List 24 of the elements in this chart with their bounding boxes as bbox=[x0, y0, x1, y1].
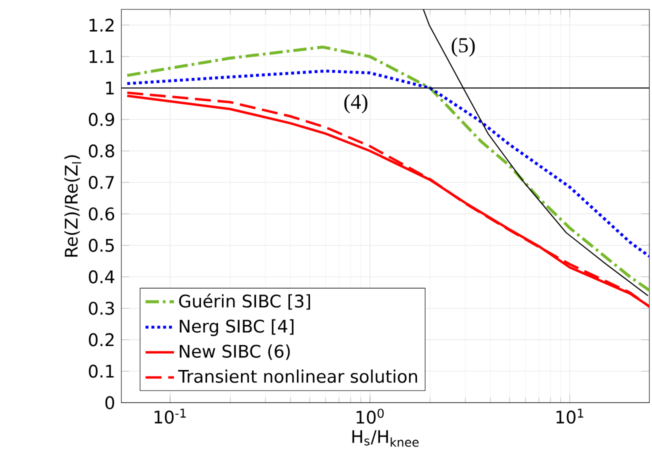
legend-label: Transient nonlinear solution bbox=[178, 370, 418, 384]
x-tick-label: 10$^{-1}$ bbox=[154, 408, 186, 424]
legend-label: Guérin SIBC [3] bbox=[179, 294, 310, 310]
x-tick-label: 10$^{0}$ bbox=[356, 408, 384, 424]
y-tick-label: 0.7 bbox=[88, 176, 114, 190]
annotation: (4) bbox=[344, 94, 368, 114]
y-tick-label: 0.6 bbox=[88, 207, 114, 221]
y-axis-title: Re(Z)/Re(Z$_{l}$) bbox=[64, 155, 82, 257]
x-axis-title: H$_{s}$/H$_{knee}$ bbox=[352, 430, 419, 447]
y-tick-label: 0.4 bbox=[88, 270, 114, 284]
legend-label: Nerg SIBC [4] bbox=[180, 319, 294, 336]
y-tick-label: 0.1 bbox=[88, 364, 114, 378]
y-tick-label: 1 bbox=[106, 82, 114, 94]
y-tick-label: 0.9 bbox=[88, 113, 114, 126]
y-tick-label: 1.1 bbox=[90, 50, 114, 64]
annotation: (5) bbox=[452, 38, 475, 57]
y-tick-label: 0.8 bbox=[88, 144, 114, 158]
y-tick-label: 0.3 bbox=[88, 302, 114, 315]
y-tick-label: 1.2 bbox=[90, 18, 114, 32]
y-tick-label: 0.5 bbox=[88, 238, 114, 252]
y-tick-label: 0.2 bbox=[88, 333, 114, 346]
y-tick-label: 0 bbox=[105, 396, 114, 410]
x-tick-label: 10$^{1}$ bbox=[556, 408, 584, 424]
legend-label: New SIBC (6) bbox=[180, 344, 290, 360]
